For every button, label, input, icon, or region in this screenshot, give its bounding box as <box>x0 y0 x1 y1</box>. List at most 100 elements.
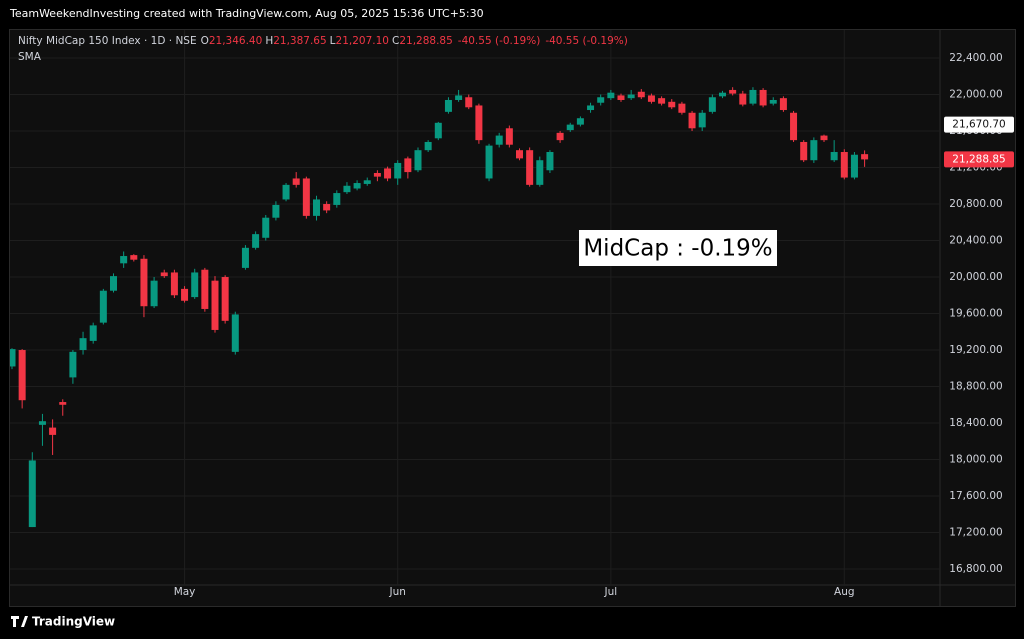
candle-body <box>282 184 290 200</box>
candle-body <box>485 145 493 179</box>
candle-body <box>790 112 798 141</box>
candle-body <box>89 325 97 341</box>
candle-body <box>840 152 848 178</box>
candle-body <box>647 95 655 102</box>
candle-body <box>79 338 87 351</box>
candle-body <box>120 256 128 264</box>
y-tick-label: 20,000.00 <box>949 271 1002 283</box>
sma-legend: SMA <box>18 51 42 63</box>
candle-body <box>191 272 199 298</box>
candle-body <box>607 92 615 99</box>
candle-body <box>668 101 676 108</box>
candle-body <box>769 99 777 104</box>
y-tick-label: 19,200.00 <box>949 344 1002 356</box>
legend-key: H <box>265 35 273 47</box>
candle-body <box>637 91 645 98</box>
y-tick-label: 16,800.00 <box>949 563 1002 575</box>
candle-body <box>333 193 341 205</box>
candle-body <box>130 255 138 260</box>
candle-body <box>99 290 107 323</box>
legend-key: C <box>392 35 399 47</box>
candle-body <box>231 314 239 352</box>
candle-body <box>363 180 371 184</box>
price-tag-label: 21,670.70 <box>952 119 1005 131</box>
legend-change: -40.55 (-0.19%) <box>545 35 628 47</box>
x-tick-label: Jun <box>388 586 405 598</box>
plot <box>10 87 869 528</box>
y-tick-label: 19,600.00 <box>949 308 1002 320</box>
candle-body <box>576 118 584 125</box>
candle-body <box>810 140 818 161</box>
candle-body <box>434 122 442 139</box>
candle-body <box>160 272 168 277</box>
candle-body <box>28 460 36 528</box>
candle-body <box>10 349 16 367</box>
candle-body <box>688 112 696 129</box>
legend-key: L <box>330 35 336 47</box>
candle-body <box>394 162 402 179</box>
candle-body <box>779 98 787 111</box>
candle-body <box>170 272 178 296</box>
candle-body <box>262 217 270 238</box>
candle-body <box>292 178 300 185</box>
candle-body <box>140 258 148 307</box>
x-tick-label: Aug <box>834 586 855 598</box>
grid <box>10 30 940 585</box>
candle-body <box>495 135 503 145</box>
candle-body <box>373 172 381 177</box>
candle-body <box>719 92 726 97</box>
legend-change: -40.55 (-0.19%) <box>458 35 541 47</box>
candle-body <box>181 288 189 301</box>
candle-body <box>384 168 392 179</box>
y-tick-label: 17,200.00 <box>949 527 1002 539</box>
price-tag-label: 21,288.85 <box>952 153 1005 165</box>
candle-body <box>455 95 463 100</box>
annotation: MidCap : -0.19% <box>583 236 772 262</box>
candle-body <box>749 89 757 104</box>
candle-body <box>587 105 595 111</box>
legend-key: O <box>201 35 209 47</box>
candle-body <box>323 204 331 211</box>
y-tick-label: 18,400.00 <box>949 417 1002 429</box>
candle-body <box>556 132 564 141</box>
candle-body <box>211 280 219 330</box>
candle-body <box>150 280 158 307</box>
y-tick-label: 18,800.00 <box>949 381 1002 393</box>
y-tick-label: 18,000.00 <box>949 454 1002 466</box>
legend-value: 21,387.65 <box>273 35 326 47</box>
candle-body <box>800 141 808 161</box>
price-tag <box>944 151 1014 168</box>
candle-body <box>658 98 666 104</box>
candle-body <box>414 150 422 171</box>
candle-body <box>566 124 574 131</box>
candle-body <box>444 99 452 112</box>
y-tick-label: 22,400.00 <box>949 52 1002 64</box>
candle-body <box>729 89 737 94</box>
chart-frame <box>9 29 1016 607</box>
candle-body <box>404 158 412 173</box>
annotation-box <box>579 230 777 266</box>
footer: TradingView <box>32 615 115 629</box>
candle-body <box>252 234 260 248</box>
candle-body <box>526 150 534 185</box>
candle-body <box>546 152 554 171</box>
candle-body <box>516 150 523 159</box>
legend: Nifty MidCap 150 Index · 1D · NSE O21,346… <box>18 35 628 47</box>
legend-value: 21,207.10 <box>336 35 389 47</box>
x-tick-label: May <box>174 586 196 598</box>
footer-logo <box>11 616 28 627</box>
candle-body <box>69 351 77 378</box>
y-tick-label: 17,600.00 <box>949 490 1002 502</box>
y-tick-label: 20,800.00 <box>949 198 1002 210</box>
candle-body <box>302 178 310 216</box>
candle-body <box>465 97 473 108</box>
x-tick-label: Jul <box>604 586 618 598</box>
candle-body <box>221 277 229 321</box>
y-tick-label: 22,000.00 <box>949 89 1002 101</box>
candle-body <box>313 199 320 216</box>
candle-body <box>505 128 513 145</box>
legend-value: 21,288.85 <box>399 35 452 47</box>
candle-body <box>627 94 635 99</box>
y-tick-label: 20,400.00 <box>949 235 1002 247</box>
